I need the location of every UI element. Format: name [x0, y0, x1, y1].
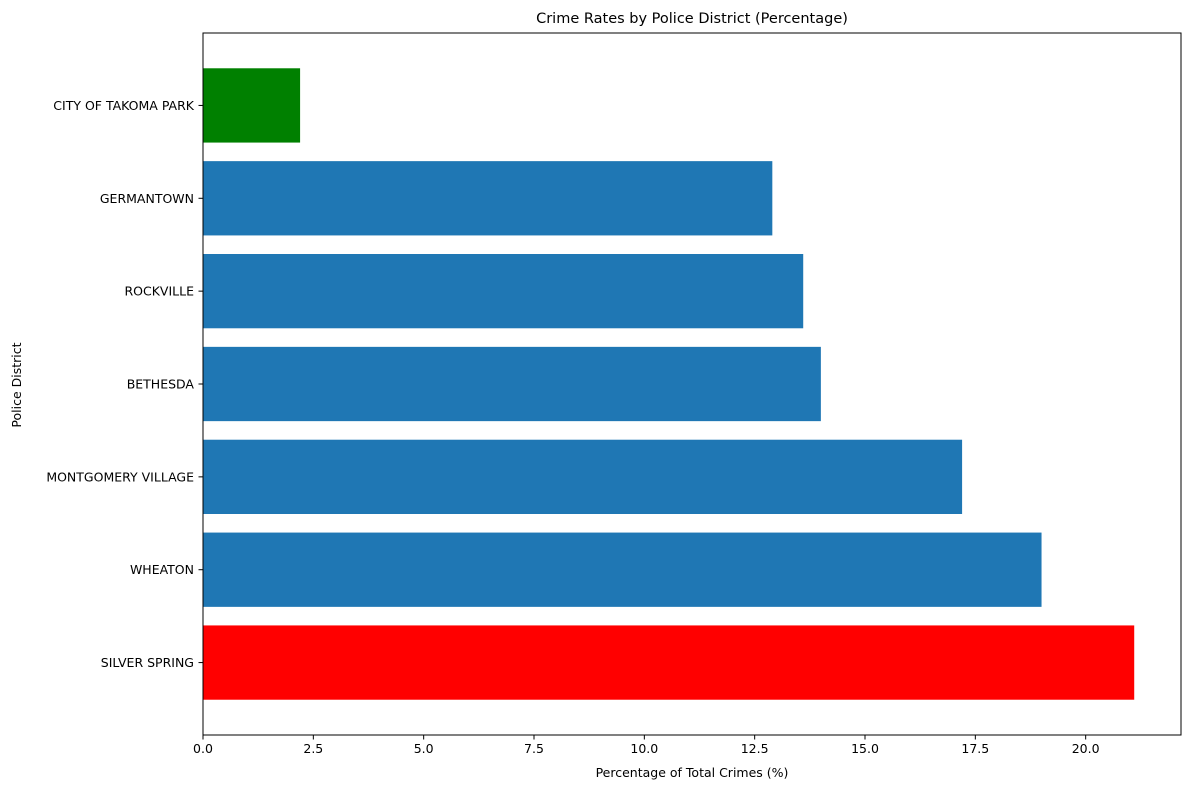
x-tick-label: 12.5	[741, 741, 769, 756]
chart-title: Crime Rates by Police District (Percenta…	[536, 11, 848, 27]
y-tick-label: BETHESDA	[127, 377, 195, 392]
y-tick-label: ROCKVILLE	[124, 284, 194, 299]
y-tick-label: MONTGOMERY VILLAGE	[46, 469, 194, 484]
bar-bethesda	[203, 346, 821, 422]
plot-area: 0.0 2.5 5.0 7.5 10.0 12.5 15.0 17.5 20.0 SILVER S…	[46, 32, 1182, 756]
bar-rockville	[203, 254, 804, 329]
bar-city-of-takoma-park	[203, 68, 301, 143]
x-tick-label: 17.5	[961, 741, 989, 756]
x-tick-label: 0.0	[193, 741, 213, 756]
bar-silver-spring	[203, 625, 1135, 700]
y-tick-label: GERMANTOWN	[100, 191, 194, 206]
bar-montgomery-village	[203, 439, 963, 514]
y-tick-label: WHEATON	[130, 562, 194, 577]
bar-germantown	[203, 161, 773, 236]
x-tick-label: 15.0	[851, 741, 879, 756]
y-tick-label: CITY OF TAKOMA PARK	[53, 98, 195, 113]
bar-wheaton	[203, 532, 1042, 607]
x-tick-label: 10.0	[630, 741, 658, 756]
x-tick-label: 2.5	[303, 741, 323, 756]
x-axis-label: Percentage of Total Crimes (%)	[596, 765, 789, 780]
x-tick-label: 20.0	[1072, 741, 1100, 756]
y-axis-label: Police District	[9, 342, 24, 427]
x-tick-label: 7.5	[524, 741, 544, 756]
y-tick-label: SILVER SPRING	[101, 655, 194, 670]
x-tick-label: 5.0	[414, 741, 434, 756]
